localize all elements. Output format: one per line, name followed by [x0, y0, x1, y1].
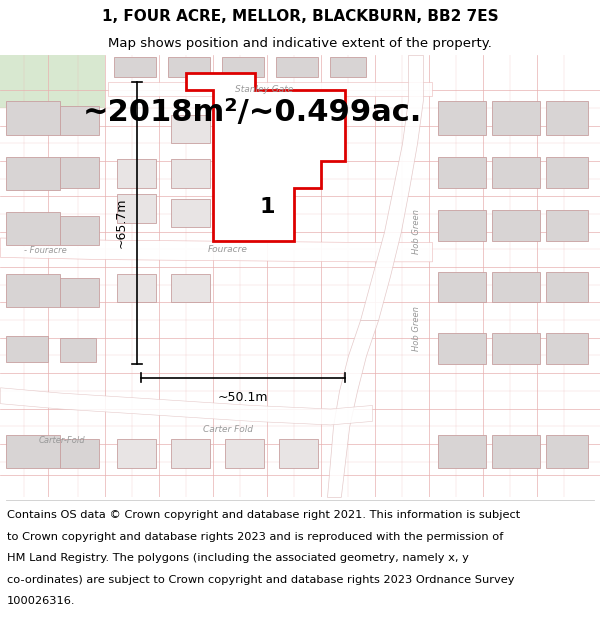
Bar — [117, 194, 156, 223]
Bar — [6, 274, 60, 307]
Bar — [222, 58, 264, 77]
Bar — [225, 439, 264, 468]
Bar — [6, 101, 60, 134]
Bar — [492, 157, 540, 188]
Text: Hob Green: Hob Green — [413, 209, 421, 254]
Text: Stanley Gate: Stanley Gate — [235, 84, 293, 94]
Text: Fouracre: Fouracre — [208, 245, 248, 254]
Text: 100026316.: 100026316. — [7, 596, 76, 606]
Bar — [171, 274, 210, 302]
Text: ~2018m²/~0.499ac.: ~2018m²/~0.499ac. — [82, 98, 422, 127]
Text: ~50.1m: ~50.1m — [218, 391, 268, 404]
Bar — [60, 216, 99, 245]
Bar — [225, 114, 264, 143]
Text: Map shows position and indicative extent of the property.: Map shows position and indicative extent… — [108, 38, 492, 51]
Text: Contains OS data © Crown copyright and database right 2021. This information is : Contains OS data © Crown copyright and d… — [7, 511, 520, 521]
Bar — [114, 58, 156, 77]
Bar — [438, 157, 486, 188]
Bar — [279, 439, 318, 468]
Bar — [60, 106, 99, 134]
Bar — [438, 333, 486, 364]
Text: to Crown copyright and database rights 2023 and is reproduced with the permissio: to Crown copyright and database rights 2… — [7, 532, 503, 542]
Text: Hob Green: Hob Green — [413, 306, 421, 351]
Bar — [168, 58, 210, 77]
Bar — [171, 114, 210, 143]
Bar — [438, 271, 486, 302]
Bar — [546, 209, 588, 241]
Bar — [438, 435, 486, 468]
Text: - Fouracre: - Fouracre — [24, 246, 67, 255]
Bar — [546, 101, 588, 134]
Bar — [492, 435, 540, 468]
Bar — [438, 101, 486, 134]
Bar — [492, 209, 540, 241]
Bar — [438, 209, 486, 241]
Text: ~65.7m: ~65.7m — [115, 198, 128, 248]
Text: co-ordinates) are subject to Crown copyright and database rights 2023 Ordnance S: co-ordinates) are subject to Crown copyr… — [7, 575, 515, 585]
Text: HM Land Registry. The polygons (including the associated geometry, namely x, y: HM Land Registry. The polygons (includin… — [7, 553, 469, 563]
Bar — [6, 336, 48, 362]
Bar — [6, 435, 60, 468]
Bar — [546, 435, 588, 468]
Bar — [171, 199, 210, 228]
Text: 1: 1 — [259, 198, 275, 217]
Bar — [117, 159, 156, 188]
Bar — [171, 439, 210, 468]
Bar — [117, 274, 156, 302]
Bar — [330, 58, 366, 77]
Bar — [546, 157, 588, 188]
Bar — [60, 157, 99, 188]
Bar — [60, 439, 99, 468]
Bar — [276, 58, 318, 77]
Bar — [60, 338, 96, 362]
Text: 1, FOUR ACRE, MELLOR, BLACKBURN, BB2 7ES: 1, FOUR ACRE, MELLOR, BLACKBURN, BB2 7ES — [101, 9, 499, 24]
Polygon shape — [186, 72, 345, 241]
Bar — [225, 199, 264, 228]
Text: Carter-Fold: Carter-Fold — [39, 436, 86, 445]
Bar — [171, 159, 210, 188]
Bar — [492, 333, 540, 364]
Text: Carter Fold: Carter Fold — [203, 425, 253, 434]
Bar — [225, 159, 264, 188]
Bar — [117, 439, 156, 468]
Bar — [60, 278, 99, 307]
Bar — [279, 159, 318, 188]
Bar — [546, 271, 588, 302]
Bar — [0, 55, 105, 108]
Bar — [546, 333, 588, 364]
Bar — [492, 271, 540, 302]
Bar — [6, 212, 60, 245]
Bar — [492, 101, 540, 134]
Bar — [6, 157, 60, 190]
Bar — [279, 114, 318, 143]
